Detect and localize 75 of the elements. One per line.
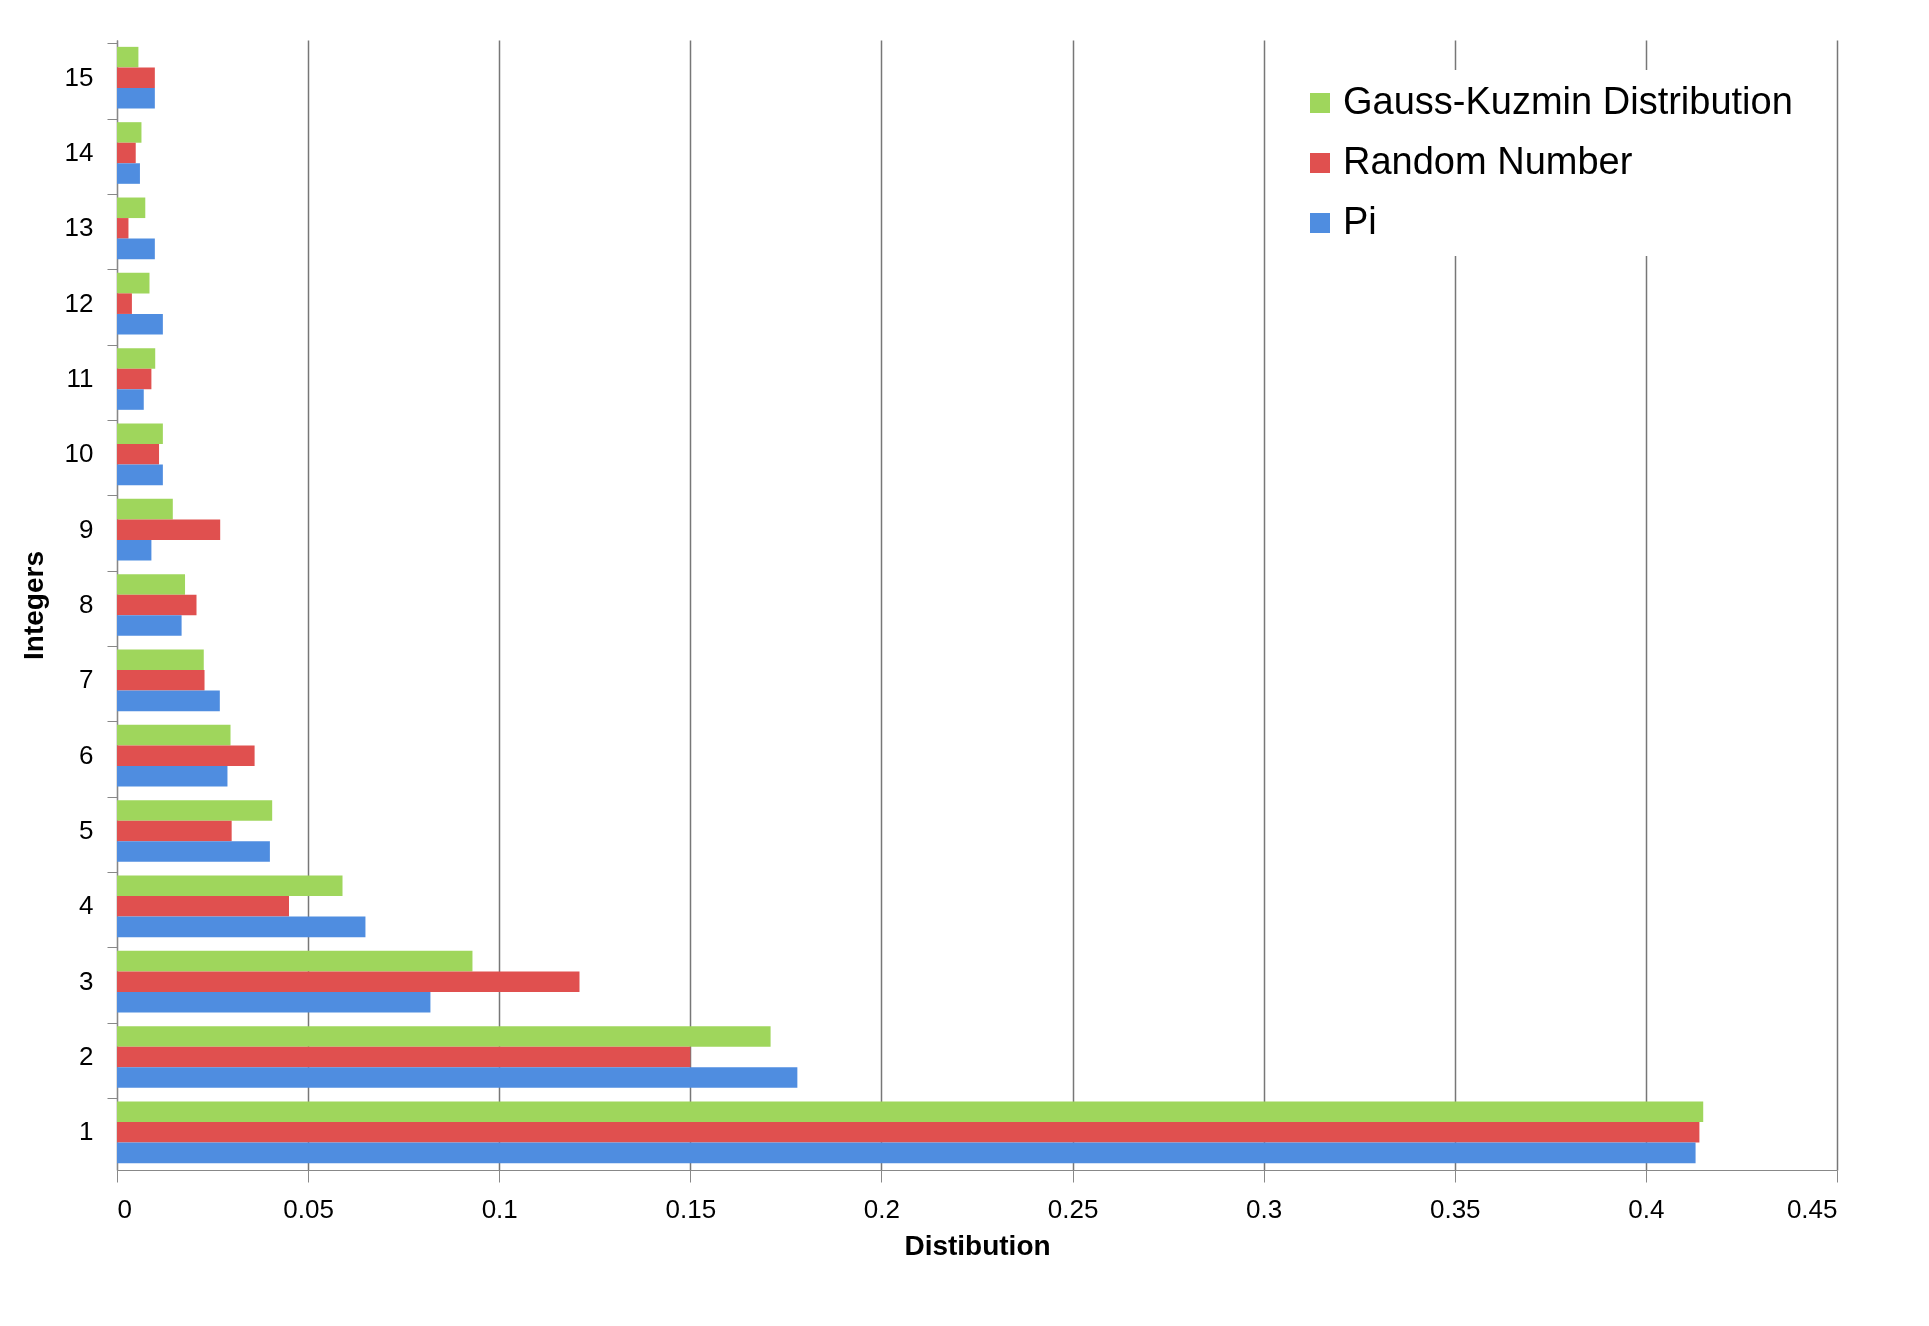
bar — [117, 594, 197, 616]
bar — [117, 313, 163, 335]
bar — [117, 724, 231, 746]
bar — [117, 916, 366, 938]
y-tick-label: 1 — [79, 1116, 94, 1147]
y-tick-label: 2 — [79, 1041, 94, 1071]
bar — [117, 971, 580, 992]
bar — [117, 1101, 1704, 1123]
bar — [117, 765, 228, 787]
x-tick-label: 0.05 — [283, 1193, 334, 1224]
bar — [117, 539, 152, 561]
bar — [117, 519, 221, 540]
y-tick-label: 13 — [64, 212, 94, 243]
bar — [117, 615, 182, 636]
bar — [117, 389, 144, 410]
x-tick-label: 0.1 — [481, 1193, 518, 1224]
x-tick-label: 0.15 — [665, 1193, 717, 1224]
y-tick-label: 14 — [64, 137, 94, 167]
y-tick-label: 12 — [64, 287, 94, 318]
legend-label: Random Number — [1343, 140, 1633, 182]
bar — [117, 1067, 798, 1088]
x-tick-label: 0.3 — [1246, 1193, 1283, 1224]
bar — [117, 875, 343, 897]
legend-label: Pi — [1343, 200, 1377, 242]
bar — [117, 896, 289, 917]
x-tick-label: 0.45 — [1786, 1193, 1838, 1224]
bar — [117, 163, 140, 184]
bar — [117, 649, 204, 671]
x-tick-label: 0 — [117, 1193, 132, 1224]
bar — [117, 142, 136, 164]
bar — [117, 498, 173, 520]
bar — [117, 1142, 1696, 1164]
bar — [117, 197, 146, 219]
bar — [117, 574, 186, 595]
y-tick-label: 10 — [64, 438, 94, 469]
y-tick-label: 4 — [79, 890, 94, 921]
y-tick-label: 6 — [79, 739, 94, 770]
bar — [117, 67, 155, 88]
y-tick-label: 11 — [66, 363, 94, 393]
bar — [117, 368, 152, 390]
bar — [117, 464, 163, 486]
y-tick-label: 8 — [79, 589, 94, 619]
bar — [117, 1026, 771, 1047]
bar — [117, 46, 139, 68]
x-axis-title: Distibution — [904, 1229, 1051, 1261]
bar — [117, 348, 156, 369]
bar — [117, 238, 155, 260]
bar — [117, 745, 255, 766]
bar — [117, 87, 155, 109]
bar — [117, 423, 163, 445]
bar — [117, 690, 220, 712]
y-tick-label: 3 — [79, 965, 94, 996]
bar — [117, 950, 473, 972]
y-tick-label: 15 — [64, 61, 94, 92]
y-tick-label: 5 — [79, 815, 94, 845]
bar — [117, 272, 150, 294]
bar — [117, 1122, 1700, 1143]
bar — [117, 444, 160, 465]
x-tick-label: 0.4 — [1628, 1193, 1665, 1224]
bar — [117, 800, 273, 821]
bar — [117, 991, 431, 1013]
bar — [117, 122, 142, 143]
bar — [117, 1046, 691, 1068]
y-tick-label: 7 — [79, 664, 94, 695]
bar — [117, 670, 205, 691]
y-axis-title: Integers — [17, 551, 49, 660]
bar — [117, 293, 132, 314]
bar — [117, 820, 232, 842]
x-tick-label: 0.25 — [1047, 1193, 1099, 1224]
legend-label: Gauss-Kuzmin Distribution — [1343, 80, 1793, 122]
x-tick-label: 0.2 — [863, 1193, 901, 1224]
x-tick-label: 0.35 — [1429, 1193, 1481, 1224]
y-tick-label: 9 — [79, 513, 94, 544]
bar — [117, 841, 270, 862]
bar — [117, 218, 129, 239]
